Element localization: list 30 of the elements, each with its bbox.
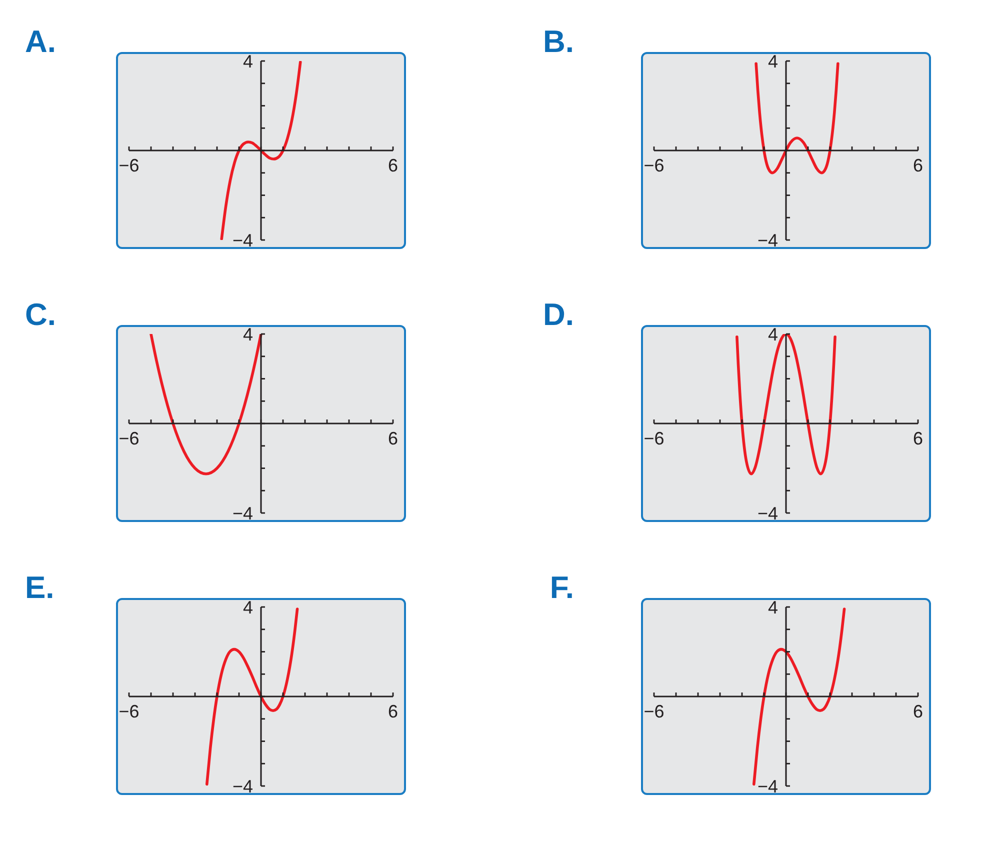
y-tick-label: 4 [242, 52, 253, 72]
chart-title: C. [25, 297, 57, 332]
y-tick-label: −4 [757, 776, 778, 796]
y-tick-label: 4 [768, 598, 778, 618]
x-tick-label: 6 [912, 702, 924, 722]
y-tick-label: −4 [232, 776, 253, 796]
x-tick-label: −6 [118, 156, 140, 176]
x-tick-label: 6 [388, 428, 398, 448]
y-tick-label: −4 [757, 230, 778, 250]
y-tick-label: 4 [768, 52, 778, 72]
x-tick-label: 6 [388, 702, 398, 722]
x-tick-label: 6 [388, 156, 398, 176]
x-tick-label: 6 [912, 428, 924, 448]
x-tick-label: −6 [118, 702, 140, 722]
x-tick-label: −6 [644, 428, 664, 448]
chart-title: F. [548, 570, 574, 605]
chart-title: A. [25, 24, 57, 59]
x-tick-label: 6 [912, 156, 924, 176]
x-tick-label: −6 [644, 702, 664, 722]
y-tick-label: −4 [232, 230, 253, 250]
y-tick-label: 4 [242, 324, 253, 344]
y-tick-label: −4 [232, 504, 253, 524]
y-tick-label: 4 [768, 324, 778, 344]
y-tick-label: 4 [242, 598, 253, 618]
x-tick-label: −6 [118, 428, 140, 448]
chart-title: B. [542, 24, 574, 59]
chart-title: E. [25, 570, 56, 605]
x-tick-label: −6 [644, 156, 664, 176]
y-tick-label: −4 [757, 504, 778, 524]
chart-title: D. [542, 297, 574, 332]
